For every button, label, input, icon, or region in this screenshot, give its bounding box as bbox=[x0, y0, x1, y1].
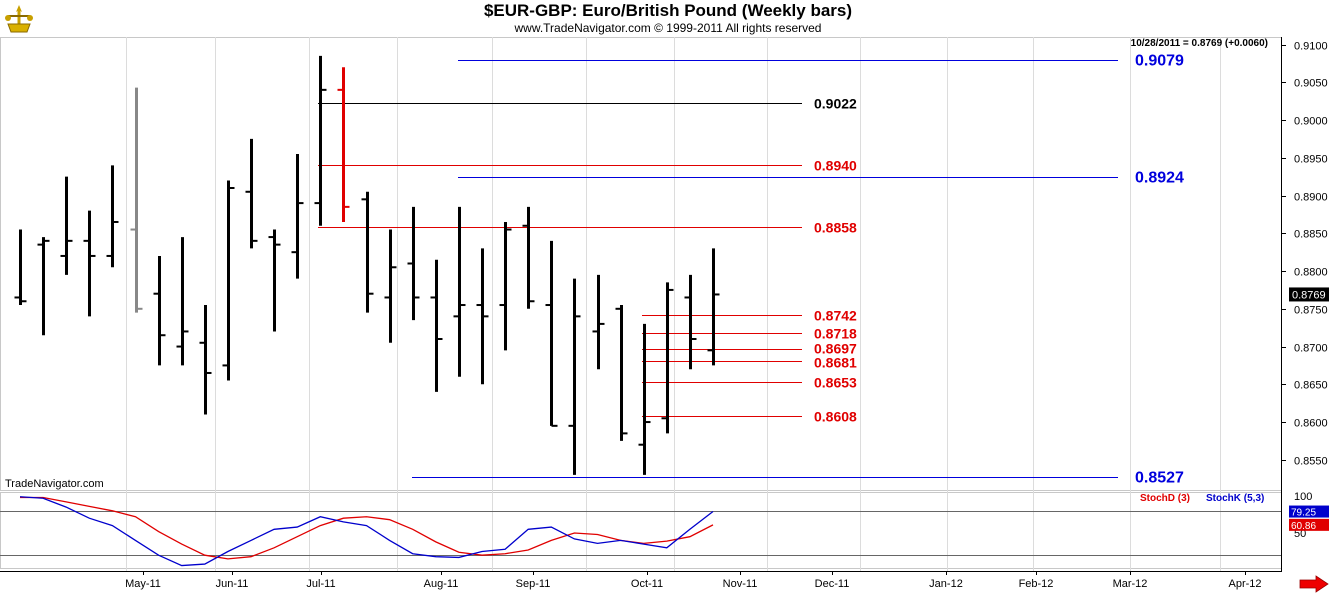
ohlc-bar bbox=[130, 87, 143, 313]
watermark: TradeNavigator.com bbox=[5, 478, 104, 490]
ohlc-bar bbox=[361, 191, 374, 313]
ohlc-bar bbox=[568, 278, 581, 475]
x-axis-month-label: May-11 bbox=[125, 578, 161, 590]
level-label: 0.9022 bbox=[814, 96, 857, 112]
last-price-box bbox=[1289, 287, 1329, 302]
stoch-series-line bbox=[19, 496, 714, 567]
level-label: 0.8608 bbox=[814, 409, 857, 425]
level-label: 0.8858 bbox=[814, 220, 857, 236]
ohlc-bar bbox=[314, 55, 327, 226]
ohlc-bar bbox=[153, 255, 166, 366]
level-label: 0.8681 bbox=[814, 355, 857, 371]
ohlc-bar bbox=[430, 259, 443, 392]
ohlc-bar bbox=[707, 248, 720, 366]
ohlc-bar bbox=[499, 221, 512, 351]
last-price-label: 0.8769 bbox=[1292, 289, 1326, 301]
stochk-last-label: 79.25 bbox=[1291, 508, 1316, 519]
x-axis-month-label: Jan-12 bbox=[929, 578, 963, 590]
ohlc-bar bbox=[245, 138, 258, 249]
level-label: 0.8653 bbox=[814, 375, 857, 391]
level-label: 0.8940 bbox=[814, 158, 857, 174]
ohlc-bar bbox=[222, 180, 235, 381]
level-label: 0.9079 bbox=[1135, 53, 1184, 70]
stochd-last-box bbox=[1289, 518, 1329, 531]
ohlc-bar bbox=[453, 206, 466, 377]
ohlc-bar bbox=[407, 206, 420, 321]
quote-readout: 10/28/2011 = 0.8769 (+0.0060) bbox=[1131, 38, 1268, 49]
x-axis-month-label: Aug-11 bbox=[424, 578, 459, 590]
ohlc-bar bbox=[268, 229, 281, 332]
x-axis-month-label: Feb-12 bbox=[1019, 578, 1054, 590]
ohlc-bar bbox=[291, 154, 304, 279]
ohlc-bar bbox=[14, 229, 27, 306]
ohlc-bar bbox=[684, 274, 697, 370]
ohlc-bar bbox=[592, 274, 605, 370]
stoch-series-line bbox=[20, 496, 714, 560]
ohlc-bar bbox=[661, 282, 674, 434]
price-axis-label: 0.8950 bbox=[1294, 154, 1328, 166]
stoch-axis-label: 100 bbox=[1294, 491, 1312, 503]
price-axis-label: 0.8900 bbox=[1294, 192, 1328, 204]
ohlc-bar bbox=[60, 176, 73, 275]
ohlc-bar bbox=[384, 229, 397, 343]
scroll-right-arrow-icon[interactable] bbox=[1299, 575, 1329, 593]
ohlc-bar bbox=[337, 67, 350, 222]
ohlc-bar bbox=[638, 323, 651, 475]
ohlc-bar bbox=[545, 240, 558, 427]
ohlc-bar bbox=[83, 210, 96, 317]
price-panel bbox=[0, 37, 1282, 491]
level-label: 0.8718 bbox=[814, 326, 857, 342]
chart-title: $EUR-GBP: Euro/British Pound (Weekly bar… bbox=[483, 1, 853, 20]
price-axis-label: 0.9100 bbox=[1294, 41, 1328, 53]
stochk-legend: StochK (5,3) bbox=[1206, 493, 1264, 504]
price-axis-label: 0.8850 bbox=[1294, 229, 1328, 241]
price-axis-label: 0.8650 bbox=[1294, 380, 1328, 392]
x-axis-month-label: Sep-11 bbox=[516, 578, 551, 590]
price-axis-label: 0.9000 bbox=[1294, 116, 1328, 128]
price-axis-label: 0.8800 bbox=[1294, 267, 1328, 279]
x-axis-month-label: Oct-11 bbox=[631, 578, 663, 590]
price-axis-label: 0.8600 bbox=[1294, 418, 1328, 430]
x-axis-month-label: Dec-11 bbox=[815, 578, 850, 590]
price-axis-label: 0.8550 bbox=[1294, 456, 1328, 468]
price-axis-label: 0.8700 bbox=[1294, 343, 1328, 355]
ohlc-bar bbox=[522, 206, 535, 309]
x-axis-month-label: Jul-11 bbox=[306, 578, 335, 590]
level-label: 0.8742 bbox=[814, 308, 857, 324]
level-label: 0.8697 bbox=[814, 341, 857, 357]
ohlc-bar bbox=[615, 305, 628, 441]
chart-subtitle: www.TradeNavigator.com © 1999-2011 All r… bbox=[514, 21, 822, 35]
stoch-panel bbox=[0, 492, 1282, 569]
stochk-last-box bbox=[1289, 505, 1329, 518]
price-axis-label: 0.8750 bbox=[1294, 305, 1328, 317]
ohlc-bar bbox=[106, 165, 119, 268]
ohlc-bar bbox=[176, 237, 189, 366]
x-axis-month-label: Mar-12 bbox=[1113, 578, 1148, 590]
stochd-legend: StochD (3) bbox=[1140, 493, 1190, 504]
level-label: 0.8924 bbox=[1135, 170, 1184, 187]
chart-header: $EUR-GBP: Euro/British Pound (Weekly bar… bbox=[0, 0, 1336, 37]
trade-navigator-logo-icon bbox=[2, 2, 36, 36]
x-axis-month-label: Nov-11 bbox=[723, 578, 758, 590]
ohlc-bar bbox=[37, 237, 50, 336]
stochd-last-label: 60.86 bbox=[1291, 521, 1316, 532]
price-axis-label: 0.9050 bbox=[1294, 78, 1328, 90]
level-label: 0.8527 bbox=[1135, 470, 1184, 487]
ohlc-bar bbox=[199, 305, 212, 415]
x-axis-month-label: Jun-11 bbox=[216, 578, 249, 590]
stoch-axis-label: 50 bbox=[1294, 528, 1306, 540]
ohlc-bar bbox=[476, 248, 489, 385]
x-axis-month-label: Apr-12 bbox=[1228, 578, 1261, 590]
